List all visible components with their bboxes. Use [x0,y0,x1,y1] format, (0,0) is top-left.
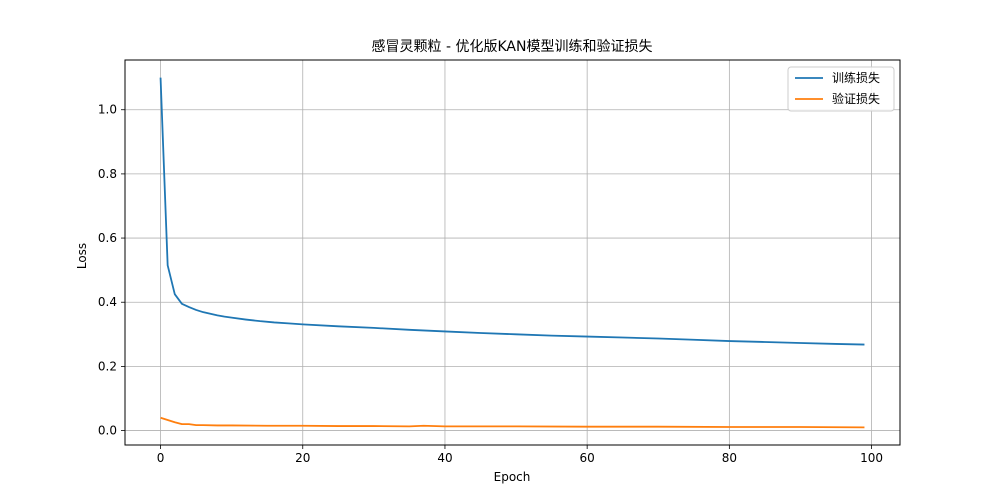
y-tick-label: 0.0 [98,424,117,438]
series-line-1 [159,77,865,346]
y-tick-label: 1.0 [98,103,117,117]
x-tick-label: 20 [295,451,310,465]
legend-label: 训练损失 [832,70,880,85]
y-tick-label: 0.4 [98,295,117,309]
y-tick-label: 0.2 [98,359,117,373]
legend-label: 验证损失 [832,91,880,106]
series-line-2 [160,416,865,429]
x-tick-label: 0 [157,451,165,465]
series-layer [159,77,865,429]
grid [125,60,900,445]
x-tick-label: 80 [722,451,737,465]
ticks: 0 20 40 60 80 100 0.0 0.2 0.4 0.6 0.8 1.0 [98,103,883,465]
chart-title: 感冒灵颗粒 - 优化版KAN模型训练和验证损失 [372,38,653,55]
x-tick-label: 100 [860,451,883,465]
x-axis-label: Epoch [494,470,531,484]
y-tick-label: 0.6 [98,231,117,245]
plot-frame [124,59,901,446]
x-tick-label: 40 [437,451,452,465]
y-tick-label: 0.8 [98,167,117,181]
y-axis-label: Loss [75,243,89,269]
x-tick-label: 60 [580,451,595,465]
